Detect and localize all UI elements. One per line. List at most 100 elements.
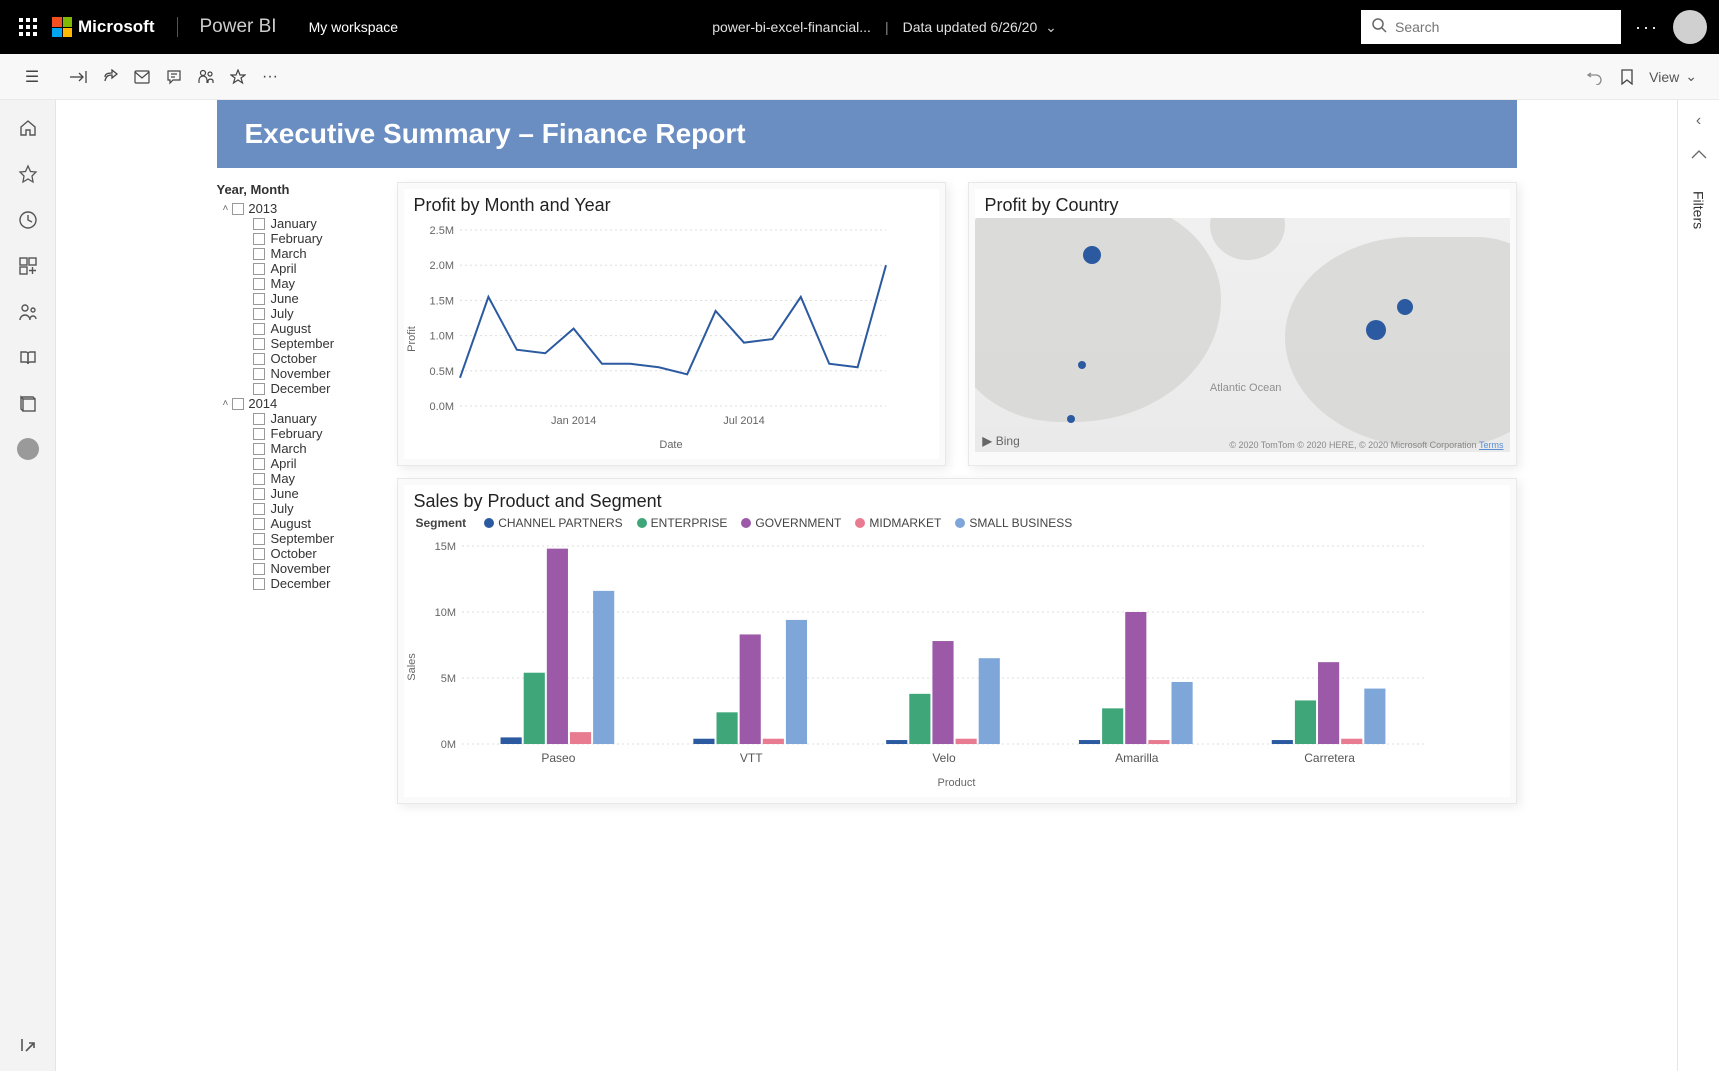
- checkbox-icon[interactable]: [253, 563, 265, 575]
- report-name-breadcrumb[interactable]: power-bi-excel-financial...: [712, 19, 871, 35]
- hamburger-icon[interactable]: ☰: [16, 61, 48, 93]
- slicer-month[interactable]: April: [217, 456, 387, 471]
- search-box[interactable]: [1361, 10, 1621, 44]
- slicer-month[interactable]: March: [217, 246, 387, 261]
- nav-recent-icon[interactable]: [16, 208, 40, 232]
- slicer-month[interactable]: September: [217, 336, 387, 351]
- app-launcher-icon[interactable]: [12, 11, 44, 43]
- comment-icon[interactable]: [158, 61, 190, 93]
- nav-home-icon[interactable]: [16, 116, 40, 140]
- filters-pane-label[interactable]: Filters: [1691, 191, 1707, 229]
- checkbox-icon[interactable]: [253, 308, 265, 320]
- checkbox-icon[interactable]: [253, 443, 265, 455]
- user-avatar[interactable]: [1673, 10, 1707, 44]
- slicer-year[interactable]: ˄2014: [217, 396, 387, 411]
- slicer-month[interactable]: June: [217, 291, 387, 306]
- slicer-month[interactable]: May: [217, 276, 387, 291]
- nav-expand-icon[interactable]: [16, 1033, 40, 1057]
- slicer-month[interactable]: October: [217, 546, 387, 561]
- topbar-more-icon[interactable]: ···: [1621, 17, 1673, 38]
- checkbox-icon[interactable]: [253, 353, 265, 365]
- checkbox-icon[interactable]: [253, 248, 265, 260]
- legend-item[interactable]: MIDMARKET: [855, 516, 941, 530]
- slicer-month[interactable]: July: [217, 306, 387, 321]
- slicer-month[interactable]: January: [217, 216, 387, 231]
- workspace-link[interactable]: My workspace: [299, 19, 408, 35]
- checkbox-icon[interactable]: [232, 203, 244, 215]
- report-title: Executive Summary – Finance Report: [217, 100, 1517, 168]
- slicer-month[interactable]: February: [217, 231, 387, 246]
- teams-icon[interactable]: [190, 61, 222, 93]
- slicer-month[interactable]: March: [217, 441, 387, 456]
- checkbox-icon[interactable]: [253, 218, 265, 230]
- slicer-month[interactable]: July: [217, 501, 387, 516]
- checkbox-icon[interactable]: [253, 413, 265, 425]
- filters-pane-icon[interactable]: [1691, 150, 1707, 171]
- checkbox-icon[interactable]: [253, 533, 265, 545]
- nav-my-workspace-icon[interactable]: [17, 438, 39, 460]
- bookmark-icon[interactable]: [1611, 61, 1643, 93]
- legend-item[interactable]: CHANNEL PARTNERS: [484, 516, 622, 530]
- checkbox-icon[interactable]: [253, 548, 265, 560]
- nav-shared-icon[interactable]: [16, 300, 40, 324]
- view-dropdown[interactable]: View ⌄: [1643, 68, 1703, 85]
- checkbox-icon[interactable]: [253, 518, 265, 530]
- checkbox-icon[interactable]: [253, 383, 265, 395]
- slicer-month[interactable]: September: [217, 531, 387, 546]
- slicer-month[interactable]: June: [217, 486, 387, 501]
- collapse-pane-icon[interactable]: ‹: [1696, 112, 1701, 130]
- checkbox-icon[interactable]: [253, 503, 265, 515]
- actionbar-more-icon[interactable]: ···: [254, 61, 286, 93]
- profit-by-country-tile[interactable]: Profit by Country Atlantic Ocean ▶Bing ©…: [968, 182, 1517, 466]
- checkbox-icon[interactable]: [253, 233, 265, 245]
- checkbox-icon[interactable]: [253, 458, 265, 470]
- data-updated-label[interactable]: Data updated 6/26/20 ⌄: [903, 19, 1057, 36]
- favorite-star-icon[interactable]: [222, 61, 254, 93]
- slicer-month[interactable]: February: [217, 426, 387, 441]
- service-name[interactable]: Power BI: [178, 16, 299, 38]
- svg-text:VTT: VTT: [739, 751, 762, 765]
- slicer-month[interactable]: April: [217, 261, 387, 276]
- microsoft-logo[interactable]: Microsoft: [52, 17, 178, 37]
- legend-item[interactable]: ENTERPRISE: [637, 516, 728, 530]
- legend-item[interactable]: GOVERNMENT: [741, 516, 841, 530]
- slicer-year[interactable]: ˄2013: [217, 201, 387, 216]
- checkbox-icon[interactable]: [253, 263, 265, 275]
- slicer-month[interactable]: December: [217, 576, 387, 591]
- slicer-month[interactable]: August: [217, 516, 387, 531]
- legend-item[interactable]: SMALL BUSINESS: [955, 516, 1072, 530]
- slicer-month[interactable]: October: [217, 351, 387, 366]
- map-point[interactable]: [1366, 320, 1386, 340]
- checkbox-icon[interactable]: [253, 323, 265, 335]
- nav-apps-icon[interactable]: [16, 254, 40, 278]
- checkbox-icon[interactable]: [253, 278, 265, 290]
- checkbox-icon[interactable]: [253, 428, 265, 440]
- slicer-month[interactable]: January: [217, 411, 387, 426]
- profit-by-month-tile[interactable]: Profit by Month and Year Profit 0.0M0.5M…: [397, 182, 946, 466]
- search-input[interactable]: [1395, 19, 1611, 35]
- nav-learn-icon[interactable]: [16, 346, 40, 370]
- slicer-month[interactable]: December: [217, 381, 387, 396]
- nav-favorites-icon[interactable]: [16, 162, 40, 186]
- map-point[interactable]: [1397, 299, 1413, 315]
- map-terms-link[interactable]: Terms: [1479, 440, 1504, 450]
- checkbox-icon[interactable]: [253, 473, 265, 485]
- nav-workspaces-icon[interactable]: [16, 392, 40, 416]
- checkbox-icon[interactable]: [253, 578, 265, 590]
- checkbox-icon[interactable]: [253, 338, 265, 350]
- map-point[interactable]: [1067, 415, 1075, 423]
- checkbox-icon[interactable]: [253, 368, 265, 380]
- mail-icon[interactable]: [126, 61, 158, 93]
- slicer-month[interactable]: August: [217, 321, 387, 336]
- slicer-month[interactable]: November: [217, 366, 387, 381]
- checkbox-icon[interactable]: [253, 488, 265, 500]
- export-icon[interactable]: [62, 61, 94, 93]
- checkbox-icon[interactable]: [253, 293, 265, 305]
- slicer-month[interactable]: November: [217, 561, 387, 576]
- share-icon[interactable]: [94, 61, 126, 93]
- checkbox-icon[interactable]: [232, 398, 244, 410]
- map-point[interactable]: [1078, 361, 1086, 369]
- slicer-month[interactable]: May: [217, 471, 387, 486]
- sales-by-product-tile[interactable]: Sales by Product and Segment SegmentCHAN…: [397, 478, 1517, 804]
- undo-icon[interactable]: [1579, 61, 1611, 93]
